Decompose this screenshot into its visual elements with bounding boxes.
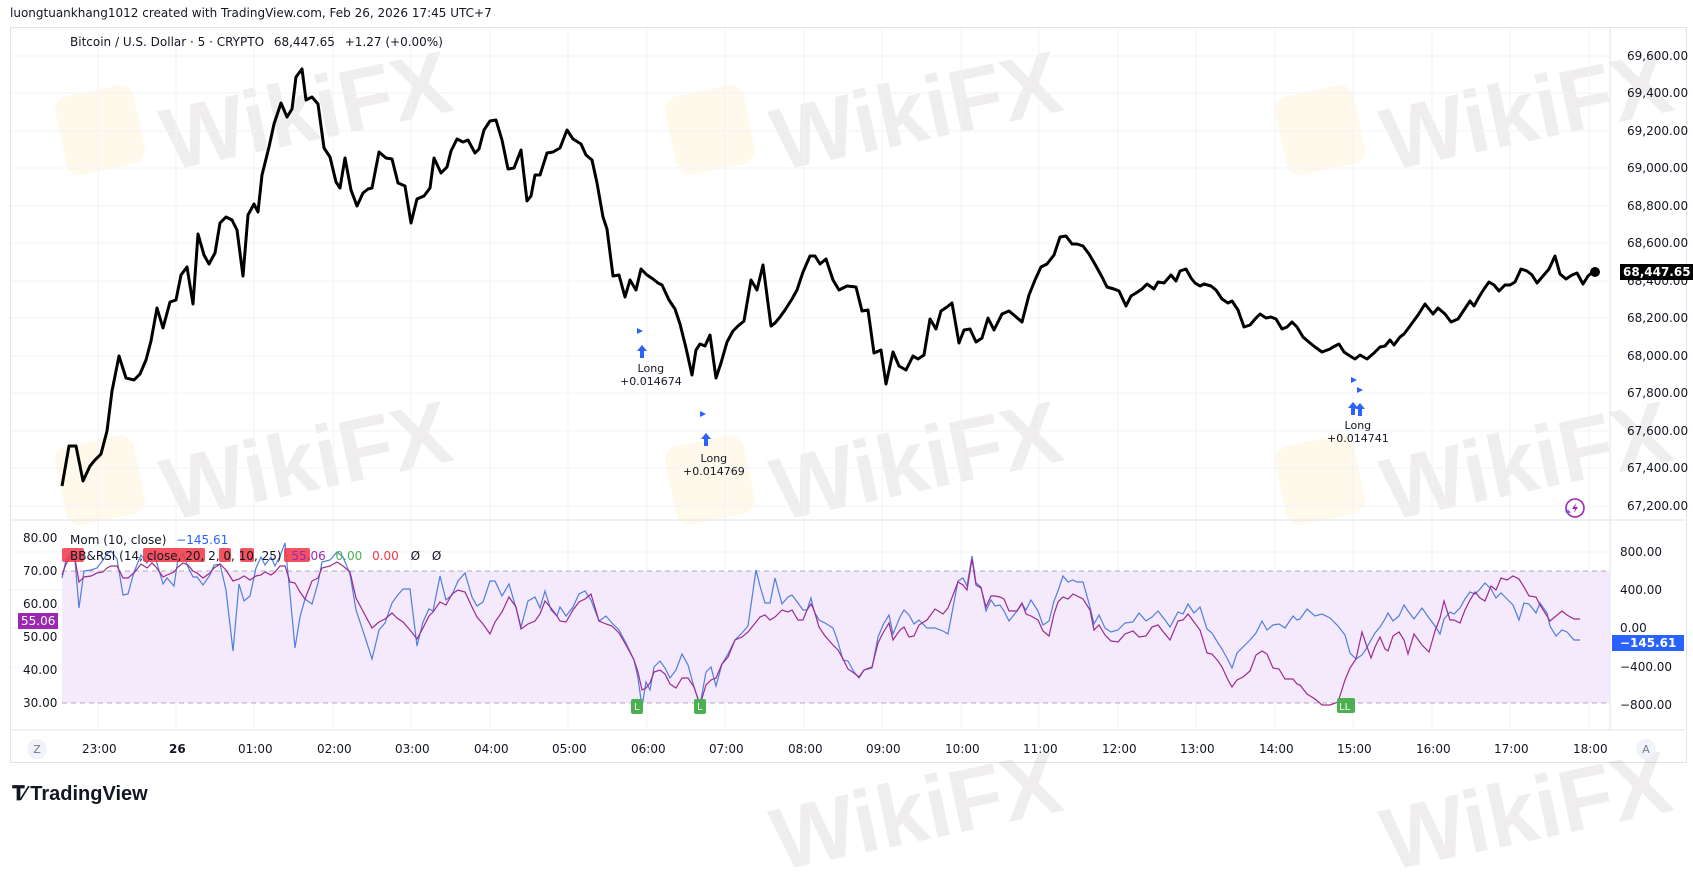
chart-canvas[interactable]: L L LL [0,0,1693,823]
long-signal-title: Long [700,452,728,465]
time-tick: 12:00 [1102,742,1137,756]
price-tick: 67,600.00 [1627,424,1689,438]
price-tick: 69,600.00 [1627,49,1689,63]
rsi-tick: 70.00 [23,564,58,578]
price-tick: 69,400.00 [1627,86,1689,100]
momentum-legend-value: −145.61 [176,533,229,547]
momentum-legend-title: Mom (10, close) [70,533,167,547]
time-tick: 02:00 [317,742,352,756]
rsi-tick: 40.00 [23,663,58,677]
price-tick: 69,200.00 [1627,124,1689,138]
ai-assistant-icon [1565,498,1585,518]
tradingview-logo-text: TradingView [30,783,148,805]
long-signal-label: Long +0.014674 [620,362,682,388]
price-tick: 68,600.00 [1627,236,1689,250]
auto-scale-button[interactable]: A [1636,739,1656,759]
price-tick: 68,000.00 [1627,349,1689,363]
price-change: +1.27 (+0.00%) [344,35,443,49]
price-line [60,67,1595,487]
symbol-description[interactable]: Bitcoin / U.S. Dollar · 5 · CRYPTO [70,35,265,49]
rsi-line [61,555,1580,707]
bbrsi-legend-value3: 0.00 [372,549,399,563]
chart-frame [10,27,1687,763]
long-signal-title: Long [637,362,665,375]
timezone-button[interactable]: Z [27,739,47,759]
long-signal-value: +0.014769 [683,465,745,478]
time-tick: 10:00 [945,742,980,756]
time-tick: 26 [169,742,186,756]
bbrsi-legend-value2: 0.00 [335,549,363,563]
time-tick: 15:00 [1337,742,1372,756]
time-tick: 08:00 [788,742,823,756]
long-signal-title: Long [1344,419,1372,432]
price-tick: 67,800.00 [1627,386,1689,400]
bbrsi-legend[interactable]: BB&RSI (14, close, 20, 2, 0, 10, 25) 55.… [70,549,441,563]
time-tick: 05:00 [552,742,587,756]
tradingview-logo[interactable]: 𝐓⁄ TradingView [12,783,148,806]
rsi-value-tag: 55.06 [18,613,59,629]
time-tick: 06:00 [631,742,666,756]
time-tick: 07:00 [709,742,744,756]
time-tick: 13:00 [1180,742,1215,756]
last-price-dot [1590,267,1600,277]
momentum-tick: 800.00 [1620,545,1662,559]
price-tick: 68,800.00 [1627,199,1689,213]
time-tick: 03:00 [395,742,430,756]
rsi-tick: 80.00 [23,531,58,545]
rsi-short-markers [62,548,310,562]
bbrsi-legend-null2: Ø [431,549,442,563]
time-tick: 16:00 [1416,742,1451,756]
time-tick: 04:00 [474,742,509,756]
momentum-tick: 400.00 [1620,583,1662,597]
price-tick: 69,000.00 [1627,161,1689,175]
long-signal-label: Long +0.014741 [1327,419,1389,445]
svg-text:L: L [634,702,640,713]
rsi-tick: 50.00 [23,630,58,644]
svg-text:LL: LL [1339,702,1351,713]
price-tick: 68,200.00 [1627,311,1689,325]
bbrsi-legend-value: 55.06 [291,549,326,563]
time-tick: 14:00 [1259,742,1294,756]
time-tick: 23:00 [82,742,117,756]
momentum-value-tag: −145.61 [1612,635,1685,651]
momentum-line [61,542,1580,708]
momentum-legend[interactable]: Mom (10, close) −145.61 [70,533,228,547]
last-price: 68,447.65 [273,35,335,49]
long-signal-value: +0.014674 [620,375,682,388]
rsi-tick: 30.00 [23,696,58,710]
time-tick: 11:00 [1023,742,1058,756]
momentum-tick: 0.00 [1620,621,1647,635]
rsi-long-markers [631,698,1355,714]
price-tick: 67,400.00 [1627,461,1689,475]
long-signal-markers [637,328,1365,446]
rsi-long-marker-text: L L LL [634,702,1351,713]
time-tick: 01:00 [238,742,273,756]
rsi-tick: 60.00 [23,597,58,611]
price-tick: 67,200.00 [1627,499,1689,513]
current-price-tag: 68,447.65 [1620,264,1693,280]
time-tick: 09:00 [866,742,901,756]
svg-text:L: L [697,702,703,713]
chart-credit: luongtuankhang1012 created with TradingV… [10,6,492,20]
momentum-tick: −400.00 [1620,660,1673,674]
chart-title-bar: Bitcoin / U.S. Dollar · 5 · CRYPTO 68,44… [70,35,449,49]
time-tick: 18:00 [1573,742,1608,756]
bbrsi-legend-title: BB&RSI (14, close, 20, 2, 0, 10, 25) [70,549,282,563]
long-signal-value: +0.014741 [1327,432,1389,445]
time-tick: 17:00 [1494,742,1529,756]
long-signal-label: Long +0.014769 [683,452,745,478]
tradingview-logo-icon: 𝐓⁄ [12,783,26,805]
momentum-tick: −800.00 [1620,698,1673,712]
bbrsi-legend-null1: Ø [410,549,421,563]
